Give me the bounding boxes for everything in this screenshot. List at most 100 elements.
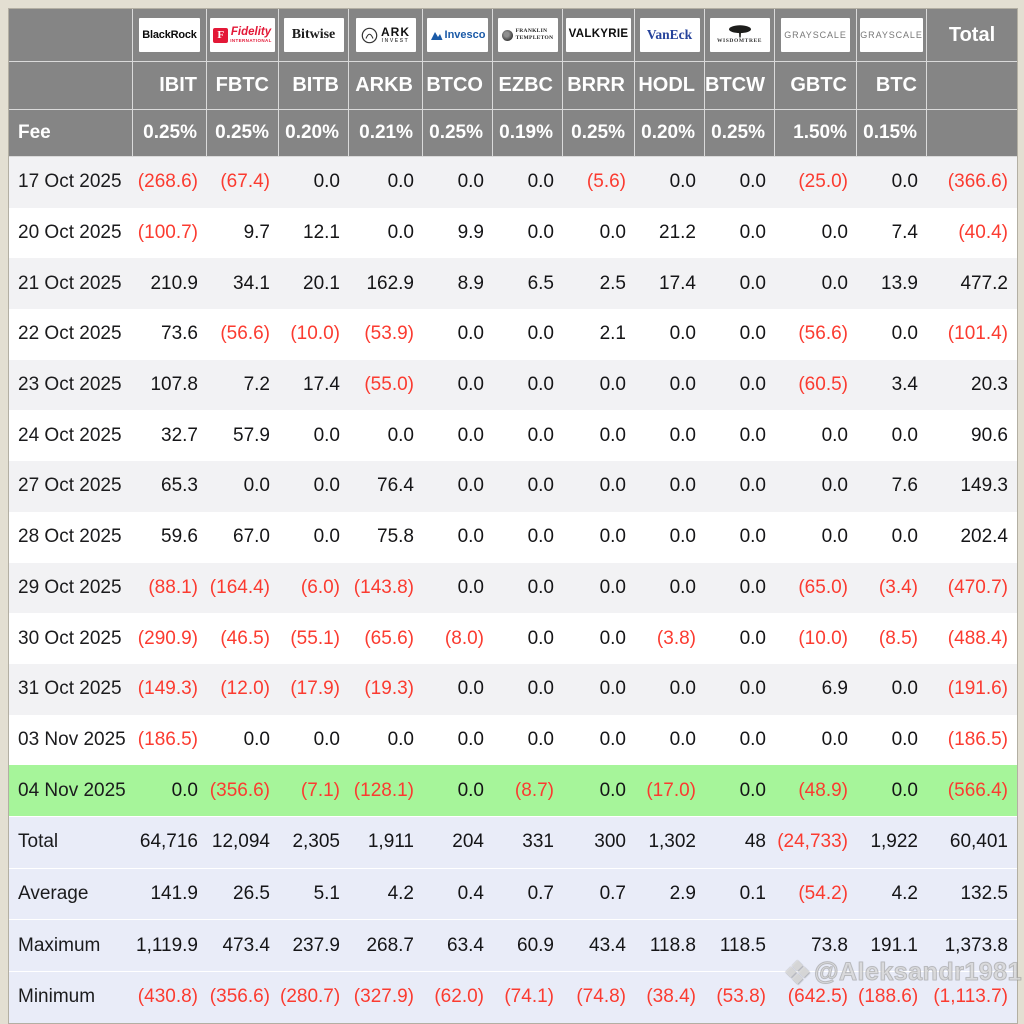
table-row: 22 Oct 202573.6(56.6)(10.0)(53.9)0.00.02… [9, 309, 1017, 360]
table-body: BlackRockFFidelityINTERNATIONALBitwiseAR… [9, 9, 1017, 1023]
value-cell: 0.0 [635, 461, 705, 512]
value-cell: 0.0 [493, 360, 563, 411]
table-row: 03 Nov 2025(186.5)0.00.00.00.00.00.00.00… [9, 715, 1017, 766]
summary-row: Maximum1,119.9473.4237.9268.763.460.943.… [9, 919, 1017, 971]
franklin-logo: FRANKLINTEMPLETON [498, 18, 558, 52]
value-cell: 0.0 [423, 512, 493, 563]
value-cell: (8.0) [423, 613, 493, 664]
value-cell: 0.0 [705, 360, 775, 411]
value-cell: 0.0 [705, 563, 775, 614]
value-cell: 149.3 [927, 461, 1017, 512]
value-cell: 0.0 [133, 765, 207, 816]
fidelity-logo-cell: FFidelityINTERNATIONAL [207, 9, 279, 62]
value-cell: 0.0 [635, 410, 705, 461]
value-cell: 0.0 [423, 563, 493, 614]
value-cell: (12.0) [207, 664, 279, 715]
value-cell: 0.0 [705, 157, 775, 208]
summary-value-cell: 4.2 [857, 868, 927, 920]
value-cell: 0.0 [705, 512, 775, 563]
value-cell: 0.0 [207, 461, 279, 512]
value-cell: (88.1) [133, 563, 207, 614]
table-row: 27 Oct 202565.30.00.076.40.00.00.00.00.0… [9, 461, 1017, 512]
value-cell: (100.7) [133, 208, 207, 259]
date-cell: 24 Oct 2025 [9, 410, 133, 461]
value-cell: 210.9 [133, 258, 207, 309]
value-cell: (566.4) [927, 765, 1017, 816]
wisdomtree-logo-cell: WISDOMTREE [705, 9, 775, 62]
value-cell: 34.1 [207, 258, 279, 309]
summary-row: Total64,71612,0942,3051,9112043313001,30… [9, 816, 1017, 868]
value-cell: 0.0 [775, 512, 857, 563]
value-cell: 0.0 [705, 461, 775, 512]
summary-value-cell: 4.2 [349, 868, 423, 920]
value-cell: 0.0 [423, 157, 493, 208]
value-cell: 0.0 [423, 360, 493, 411]
value-cell: 7.6 [857, 461, 927, 512]
value-cell: 0.0 [563, 765, 635, 816]
ticker-BRRR: BRRR [563, 62, 635, 110]
value-cell: 0.0 [775, 461, 857, 512]
summary-value-cell: 0.7 [493, 868, 563, 920]
summary-label: Total [9, 816, 133, 868]
summary-value-cell: (356.6) [207, 971, 279, 1023]
date-cell: 27 Oct 2025 [9, 461, 133, 512]
value-cell: 477.2 [927, 258, 1017, 309]
value-cell: 67.0 [207, 512, 279, 563]
value-cell: (40.4) [927, 208, 1017, 259]
value-cell: 12.1 [279, 208, 349, 259]
fee-row: Fee0.25%0.25%0.20%0.21%0.25%0.19%0.25%0.… [9, 110, 1017, 157]
fee-label: Fee [9, 110, 133, 157]
value-cell: 0.0 [563, 664, 635, 715]
value-cell: 57.9 [207, 410, 279, 461]
table-row: 24 Oct 202532.757.90.00.00.00.00.00.00.0… [9, 410, 1017, 461]
ticker-EZBC: EZBC [493, 62, 563, 110]
value-cell: 0.0 [857, 512, 927, 563]
value-cell: (101.4) [927, 309, 1017, 360]
value-cell: 0.0 [493, 309, 563, 360]
value-cell: (6.0) [279, 563, 349, 614]
summary-value-cell: 1,911 [349, 816, 423, 868]
value-cell: (19.3) [349, 664, 423, 715]
value-cell: (60.5) [775, 360, 857, 411]
summary-value-cell: 1,302 [635, 816, 705, 868]
value-cell: 0.0 [705, 258, 775, 309]
summary-value-cell: (53.8) [705, 971, 775, 1023]
value-cell: 0.0 [705, 208, 775, 259]
value-cell: (25.0) [775, 157, 857, 208]
value-cell: (366.6) [927, 157, 1017, 208]
value-cell: 0.0 [493, 664, 563, 715]
value-cell: (65.0) [775, 563, 857, 614]
summary-value-cell: 1,373.8 [927, 919, 1017, 971]
date-cell: 30 Oct 2025 [9, 613, 133, 664]
value-cell: 6.5 [493, 258, 563, 309]
summary-label: Maximum [9, 919, 133, 971]
table-row: 23 Oct 2025107.87.217.4(55.0)0.00.00.00.… [9, 360, 1017, 411]
summary-value-cell: (74.1) [493, 971, 563, 1023]
value-cell: 0.0 [563, 410, 635, 461]
value-cell: 0.0 [635, 360, 705, 411]
value-cell: 0.0 [705, 309, 775, 360]
provider-logo-row: BlackRockFFidelityINTERNATIONALBitwiseAR… [9, 9, 1017, 62]
value-cell: 7.4 [857, 208, 927, 259]
date-cell: 22 Oct 2025 [9, 309, 133, 360]
vaneck-logo-cell: VanEck [635, 9, 705, 62]
value-cell: (65.6) [349, 613, 423, 664]
summary-value-cell: 141.9 [133, 868, 207, 920]
franklin-head-icon [502, 30, 513, 41]
value-cell: 0.0 [635, 715, 705, 766]
value-cell: (55.0) [349, 360, 423, 411]
value-cell: 0.0 [563, 208, 635, 259]
summary-value-cell: (280.7) [279, 971, 349, 1023]
value-cell: 2.5 [563, 258, 635, 309]
value-cell: (128.1) [349, 765, 423, 816]
value-cell: (488.4) [927, 613, 1017, 664]
value-cell: (470.7) [927, 563, 1017, 614]
ticker-BTC: BTC [857, 62, 927, 110]
value-cell: 20.1 [279, 258, 349, 309]
ticker-ARKB: ARKB [349, 62, 423, 110]
grayscale2-logo: GRAYSCALE [860, 18, 923, 52]
value-cell: (268.6) [133, 157, 207, 208]
value-cell: (17.0) [635, 765, 705, 816]
date-cell: 28 Oct 2025 [9, 512, 133, 563]
value-cell: (46.5) [207, 613, 279, 664]
